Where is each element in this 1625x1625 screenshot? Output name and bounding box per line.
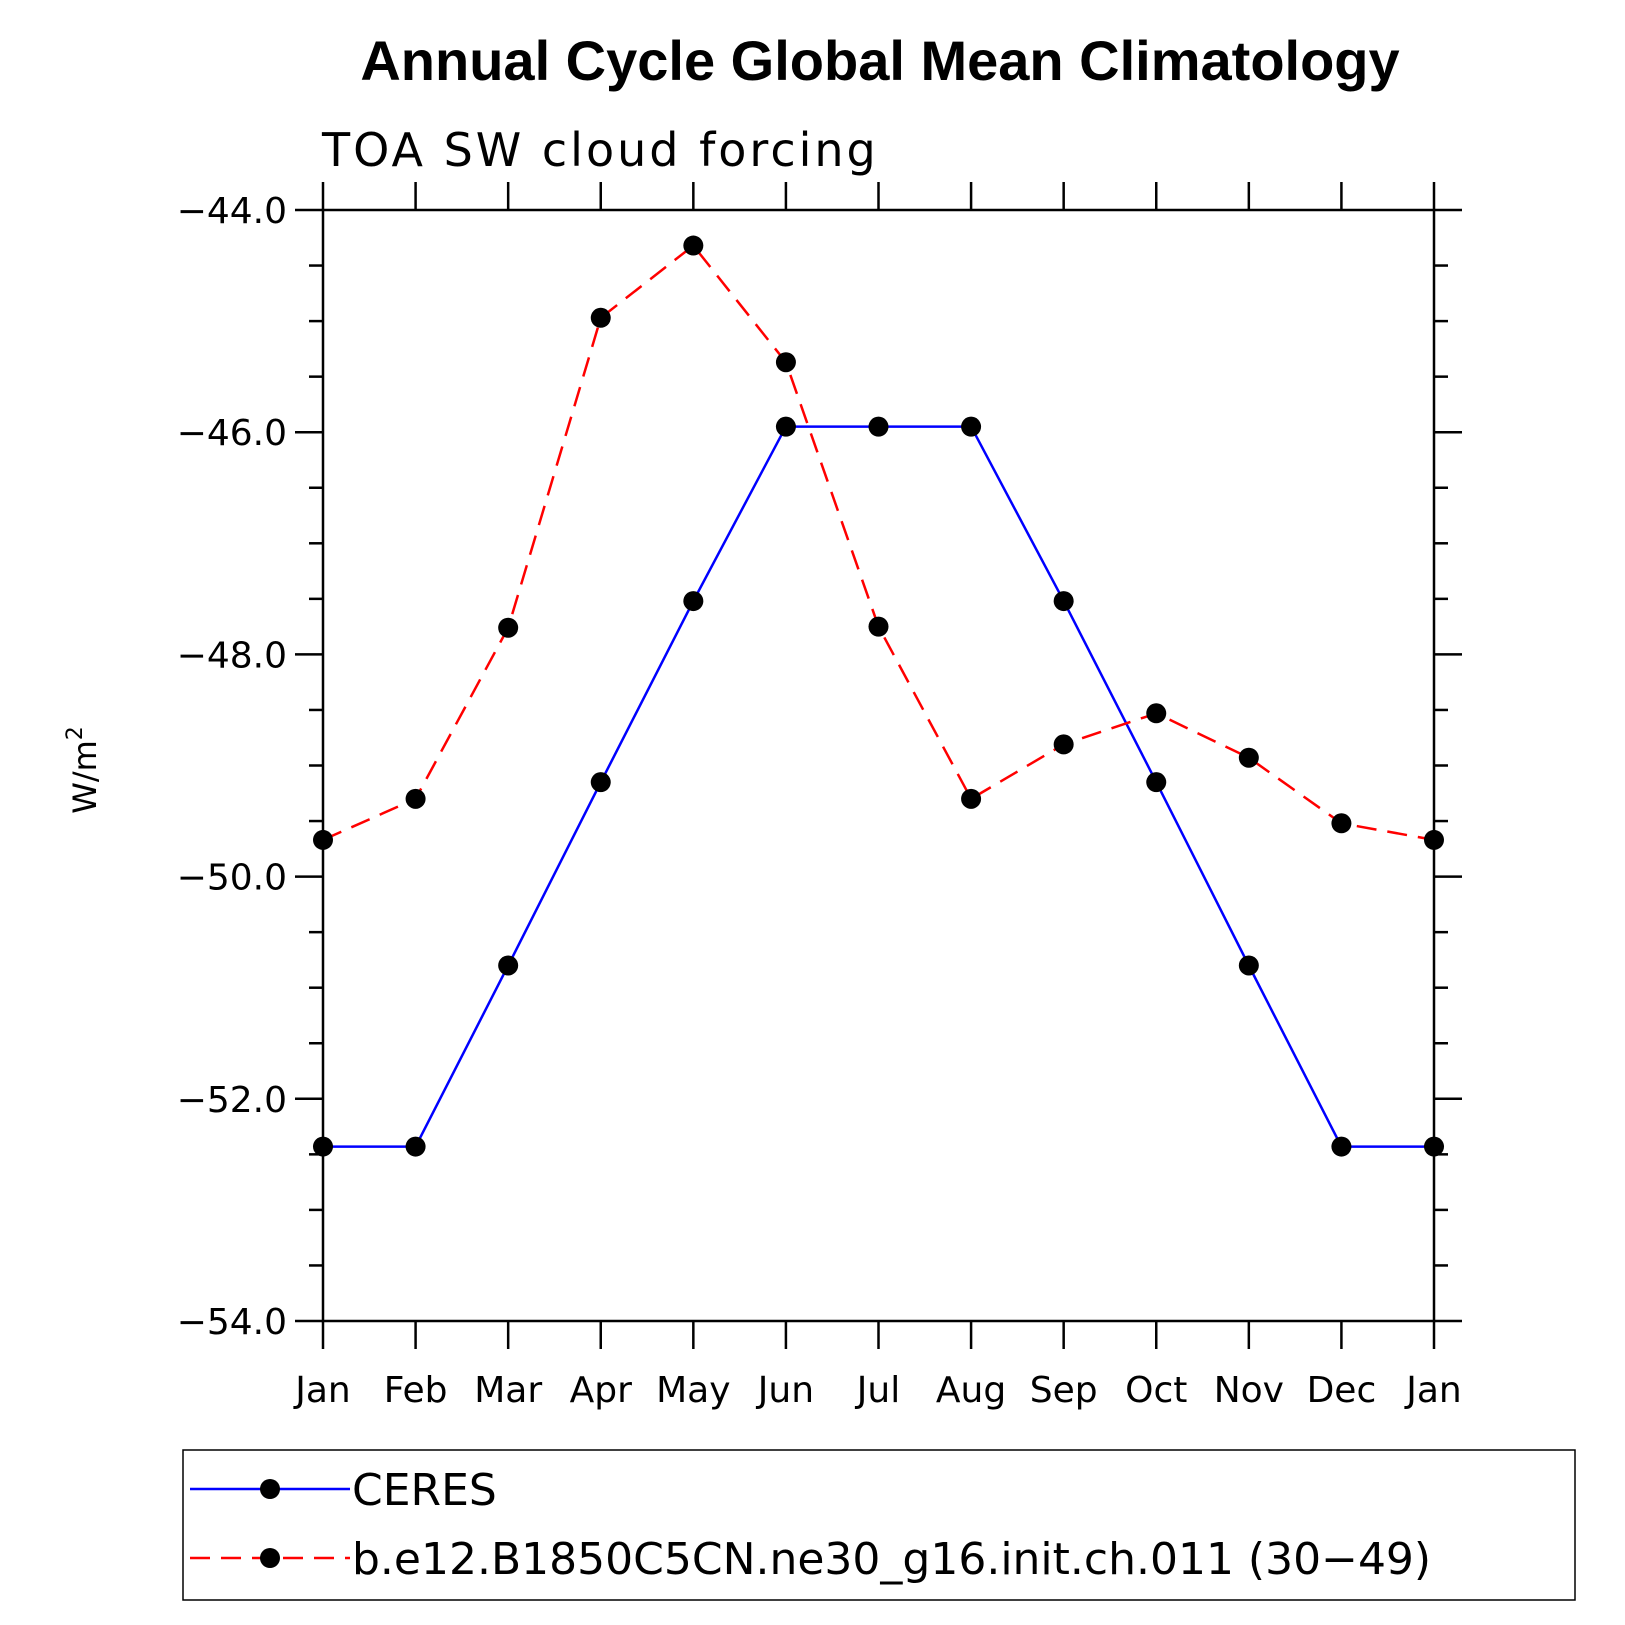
- legend-label-ceres: CERES: [352, 1465, 497, 1516]
- series-line-0: [323, 425, 1434, 1148]
- x-tick-label: Jun: [756, 1370, 814, 1411]
- series-0-point: [1238, 955, 1259, 976]
- series-0-point: [1053, 591, 1074, 612]
- x-tick-label: Nov: [1214, 1370, 1284, 1411]
- x-tick-label: Dec: [1307, 1370, 1377, 1411]
- legend-label-model: b.e12.B1850C5CN.ne30_g16.init.ch.011 (30…: [352, 1534, 1431, 1585]
- y-tick-label: −48.0: [177, 635, 287, 676]
- series-markers: [313, 235, 1444, 1157]
- y-axis-label-text: W/m: [66, 740, 104, 814]
- series-0-point: [498, 955, 519, 976]
- series-line-1: [322, 243, 1435, 842]
- y-axis-label-superscript: 2: [63, 726, 88, 740]
- series-1-point: [1331, 813, 1352, 834]
- chart-subtitle: TOA SW cloud forcing: [321, 123, 879, 177]
- series-1-point: [683, 235, 704, 256]
- x-tick-label: Aug: [936, 1370, 1006, 1411]
- y-tick-label: −54.0: [177, 1302, 287, 1343]
- x-tick-label: Mar: [474, 1370, 542, 1411]
- x-tick-label: May: [656, 1370, 730, 1411]
- y-tick-label: −44.0: [177, 191, 287, 232]
- x-tick-label: Jul: [855, 1370, 900, 1411]
- series-1-point: [1146, 703, 1167, 724]
- series-1-point: [405, 788, 426, 809]
- x-tick-label: Jan: [293, 1370, 351, 1411]
- x-tick-label: Feb: [384, 1370, 448, 1411]
- series-0-point: [590, 772, 611, 793]
- x-tick-label: Sep: [1030, 1370, 1098, 1411]
- series-1-point: [868, 616, 889, 637]
- y-tick-labels: −44.0 −46.0 −48.0 −50.0 −52.0 −54.0: [177, 191, 287, 1343]
- legend-marker-model: [260, 1548, 280, 1568]
- plot-frame: [321, 208, 1436, 1323]
- series-lines: [322, 243, 1435, 1148]
- series-0-point: [683, 591, 704, 612]
- y-tick-label: −52.0: [177, 1080, 287, 1121]
- series-1-point: [961, 788, 982, 809]
- series-1-point: [1053, 734, 1074, 755]
- chart-title: Annual Cycle Global Mean Climatology: [360, 29, 1399, 92]
- x-tick-label: Oct: [1125, 1370, 1187, 1411]
- y-axis-label: W/m2: [63, 726, 104, 814]
- legend-box: [182, 1449, 1576, 1601]
- legend-marker-ceres: [260, 1479, 280, 1499]
- series-0-point: [775, 416, 796, 437]
- axis-ticks: [295, 182, 1462, 1349]
- series-1-point: [775, 352, 796, 373]
- legend: CERES b.e12.B1850C5CN.ne30_g16.init.ch.0…: [182, 1449, 1576, 1601]
- y-tick-label: −46.0: [177, 413, 287, 454]
- series-1-point: [1238, 747, 1259, 768]
- y-tick-label: −50.0: [177, 858, 287, 899]
- x-tick-label: Apr: [570, 1370, 632, 1411]
- series-0-point: [1331, 1136, 1352, 1157]
- series-1-point: [590, 307, 611, 328]
- series-0-point: [868, 416, 889, 437]
- series-0-point: [405, 1136, 426, 1157]
- series-1-point: [498, 617, 519, 638]
- x-tick-labels: Jan Feb Mar Apr May Jun Jul Aug Sep Oct Nov Dec Jan: [293, 1370, 1462, 1411]
- series-0-point: [961, 416, 982, 437]
- series-0-point: [1146, 772, 1167, 793]
- x-tick-label: Jan: [1404, 1370, 1462, 1411]
